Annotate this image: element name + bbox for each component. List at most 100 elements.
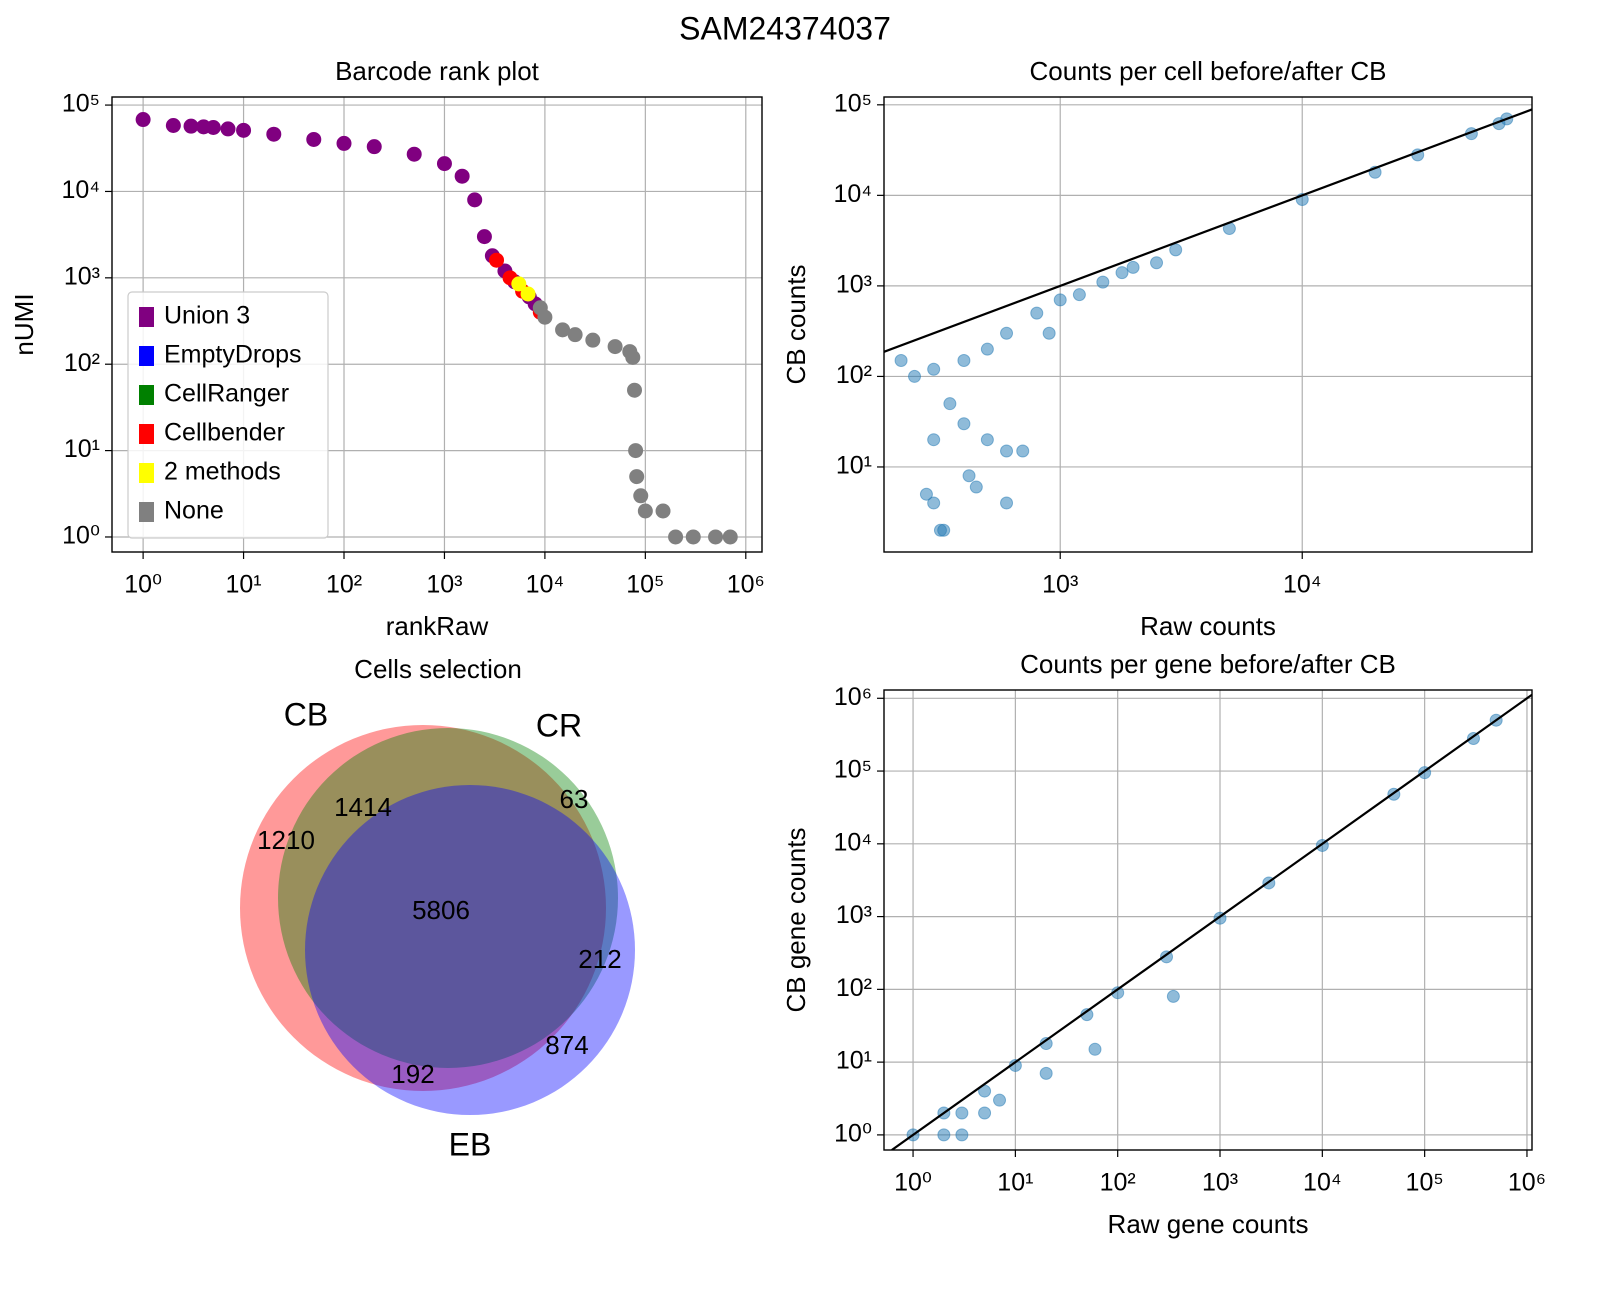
point [685, 529, 701, 545]
point [236, 122, 252, 138]
y-tick-label: 10² [836, 974, 872, 1002]
point [962, 469, 976, 483]
region-count: 874 [545, 1030, 588, 1060]
y-tick-label: 10² [836, 361, 872, 389]
point [489, 252, 505, 268]
point [1053, 293, 1067, 307]
set-label: CB [284, 696, 328, 732]
point [306, 131, 322, 147]
point [978, 1106, 992, 1120]
point [655, 503, 671, 519]
legend-label: None [164, 497, 224, 525]
x-tick-label: 10⁴ [1283, 571, 1322, 599]
identity-line [891, 693, 1532, 1150]
x-tick-label: 10³ [1042, 571, 1078, 599]
panel-title: Barcode rank plot [335, 56, 540, 86]
y-tick-label: 10⁵ [834, 89, 872, 117]
point [567, 327, 583, 343]
x-tick-label: 10¹ [225, 571, 261, 599]
point [937, 1128, 951, 1142]
point [1096, 275, 1110, 289]
legend-box [127, 291, 329, 539]
point [1166, 989, 1180, 1003]
point [894, 353, 908, 367]
point [165, 118, 181, 134]
venn-circle [305, 785, 635, 1115]
legend-label: Union 3 [164, 302, 250, 330]
panel-title: Cells selection [354, 654, 522, 684]
region-count: 5806 [412, 895, 470, 925]
point [708, 529, 724, 545]
y-axis-label: nUMI [9, 293, 39, 355]
region-count: 1414 [334, 792, 392, 822]
y-tick-label: 10⁴ [833, 828, 872, 856]
point [1126, 260, 1140, 274]
region-count: 212 [578, 944, 621, 974]
x-tick-label: 10⁴ [1303, 1169, 1342, 1197]
point [625, 349, 641, 365]
region-count: 1210 [257, 825, 315, 855]
plot-area [884, 108, 1532, 537]
plot-area [135, 112, 738, 545]
point [1016, 444, 1030, 458]
point [1072, 288, 1086, 302]
figure-title: SAM24374037 [679, 10, 891, 46]
point [919, 487, 933, 501]
point [927, 433, 941, 447]
point [629, 469, 645, 485]
y-tick-label: 10⁶ [834, 683, 872, 711]
point [266, 126, 282, 142]
point [1115, 266, 1129, 280]
y-axis-label: CB gene counts [781, 827, 811, 1012]
plot-area [891, 693, 1532, 1150]
y-tick-label: 10¹ [836, 452, 872, 480]
identity-line [884, 108, 1532, 353]
point [957, 353, 971, 367]
point [454, 168, 470, 184]
axes-frame [111, 96, 763, 553]
point [980, 433, 994, 447]
x-axis-label: rankRaw [386, 611, 489, 641]
point [1042, 326, 1056, 340]
point [1000, 326, 1014, 340]
y-tick-label: 10⁴ [61, 176, 100, 204]
legend-swatch [139, 463, 154, 483]
point [220, 121, 236, 137]
set-label: CR [536, 707, 582, 743]
point [937, 523, 951, 537]
point [476, 229, 492, 245]
y-tick-label: 10⁰ [62, 522, 100, 550]
x-tick-label: 10² [326, 571, 362, 599]
point [637, 503, 653, 519]
point [205, 119, 221, 135]
point [366, 139, 382, 155]
legend-label: CellRanger [164, 380, 289, 408]
legend-swatch [139, 346, 154, 366]
point [722, 529, 738, 545]
legend-swatch [139, 307, 154, 327]
x-tick-label: 10⁵ [626, 571, 664, 599]
point [957, 417, 971, 431]
x-axis-label: Raw counts [1140, 611, 1276, 641]
point [183, 118, 199, 134]
point [1000, 496, 1014, 510]
y-tick-label: 10³ [64, 262, 100, 290]
y-tick-label: 10³ [836, 270, 872, 298]
x-tick-label: 10¹ [997, 1169, 1033, 1197]
y-tick-label: 10² [64, 349, 100, 377]
legend-swatch [139, 424, 154, 444]
y-axis-label: CB counts [781, 265, 811, 385]
axes-frame [883, 96, 1533, 553]
point [1039, 1066, 1053, 1080]
region-count: 63 [560, 784, 589, 814]
point [1000, 444, 1014, 458]
y-tick-label: 10¹ [64, 435, 100, 463]
point [1088, 1042, 1102, 1056]
y-tick-label: 10⁵ [834, 756, 872, 784]
legend-label: EmptyDrops [164, 341, 302, 369]
point [1150, 256, 1164, 270]
point [511, 276, 527, 292]
point [628, 443, 644, 459]
